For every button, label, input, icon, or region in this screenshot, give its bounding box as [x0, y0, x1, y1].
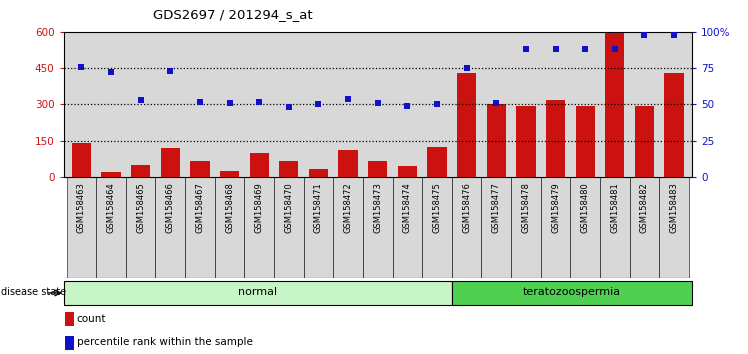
Bar: [541, 177, 571, 278]
Bar: [393, 177, 422, 278]
Bar: [487, 104, 506, 177]
Bar: [457, 73, 476, 177]
Bar: [126, 177, 156, 278]
Point: [194, 99, 206, 104]
Point: [639, 32, 651, 38]
Text: GSM158472: GSM158472: [343, 182, 352, 233]
Text: count: count: [76, 314, 106, 324]
Text: GSM158483: GSM158483: [669, 182, 678, 233]
Bar: [190, 161, 209, 177]
FancyBboxPatch shape: [452, 281, 692, 305]
Point: [283, 104, 295, 110]
Bar: [422, 177, 452, 278]
Bar: [185, 177, 215, 278]
Point: [372, 100, 384, 106]
Point: [402, 103, 414, 109]
Text: GSM158470: GSM158470: [284, 182, 293, 233]
Bar: [398, 166, 417, 177]
Text: GSM158476: GSM158476: [462, 182, 471, 233]
Bar: [427, 147, 447, 177]
Text: GSM158466: GSM158466: [166, 182, 175, 233]
Text: disease state: disease state: [1, 287, 66, 297]
Point: [342, 96, 354, 102]
Text: GSM158465: GSM158465: [136, 182, 145, 233]
Text: GSM158463: GSM158463: [77, 182, 86, 233]
Point: [490, 100, 502, 106]
Bar: [215, 177, 245, 278]
Text: GSM158480: GSM158480: [580, 182, 589, 233]
Bar: [605, 33, 625, 177]
Bar: [304, 177, 334, 278]
Bar: [156, 177, 185, 278]
Point: [461, 65, 473, 71]
Text: GDS2697 / 201294_s_at: GDS2697 / 201294_s_at: [153, 8, 313, 21]
Point: [520, 46, 532, 52]
Bar: [131, 165, 150, 177]
Bar: [452, 177, 482, 278]
Point: [579, 46, 591, 52]
Point: [431, 102, 443, 107]
Bar: [309, 169, 328, 177]
Bar: [664, 73, 684, 177]
Text: GSM158471: GSM158471: [314, 182, 323, 233]
Bar: [575, 105, 595, 177]
Point: [135, 97, 147, 103]
Text: GSM158478: GSM158478: [521, 182, 530, 233]
Point: [224, 100, 236, 106]
Point: [76, 64, 88, 69]
Point: [313, 102, 325, 107]
Bar: [363, 177, 393, 278]
Bar: [220, 171, 239, 177]
Bar: [571, 177, 600, 278]
Bar: [516, 105, 536, 177]
Point: [254, 99, 266, 104]
Bar: [245, 177, 274, 278]
Text: percentile rank within the sample: percentile rank within the sample: [76, 337, 253, 348]
Text: GSM158473: GSM158473: [373, 182, 382, 233]
Bar: [659, 177, 689, 278]
Bar: [511, 177, 541, 278]
Bar: [635, 105, 654, 177]
Bar: [66, 312, 73, 326]
Bar: [250, 153, 269, 177]
Point: [609, 46, 621, 52]
Bar: [67, 177, 96, 278]
Text: teratozoospermia: teratozoospermia: [523, 287, 621, 297]
Point: [668, 32, 680, 38]
Text: GSM158468: GSM158468: [225, 182, 234, 233]
Bar: [334, 177, 363, 278]
FancyBboxPatch shape: [64, 281, 452, 305]
Text: GSM158464: GSM158464: [106, 182, 115, 233]
Point: [165, 68, 177, 74]
Bar: [72, 143, 91, 177]
Point: [105, 70, 117, 75]
Bar: [600, 177, 630, 278]
Bar: [66, 336, 73, 350]
Bar: [338, 150, 358, 177]
Bar: [482, 177, 511, 278]
Text: GSM158474: GSM158474: [403, 182, 412, 233]
Text: GSM158479: GSM158479: [551, 182, 560, 233]
Text: GSM158482: GSM158482: [640, 182, 649, 233]
Text: GSM158477: GSM158477: [491, 182, 501, 233]
Bar: [96, 177, 126, 278]
Text: GSM158475: GSM158475: [432, 182, 441, 233]
Bar: [546, 99, 565, 177]
Bar: [274, 177, 304, 278]
Bar: [630, 177, 659, 278]
Bar: [279, 161, 298, 177]
Text: GSM158467: GSM158467: [195, 182, 204, 233]
Point: [550, 46, 562, 52]
Text: GSM158469: GSM158469: [254, 182, 264, 233]
Bar: [161, 148, 180, 177]
Text: GSM158481: GSM158481: [610, 182, 619, 233]
Bar: [368, 161, 387, 177]
Text: normal: normal: [238, 287, 278, 297]
Bar: [102, 172, 120, 177]
